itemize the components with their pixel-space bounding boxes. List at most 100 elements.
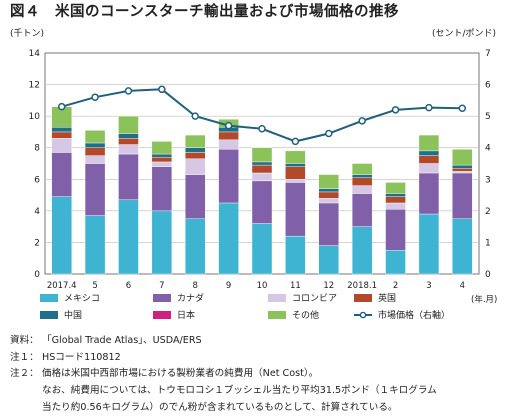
legend-swatch bbox=[40, 294, 58, 302]
x-tick-label: 2 bbox=[393, 281, 398, 291]
legend-swatch bbox=[268, 294, 286, 302]
bar-segment bbox=[251, 147, 273, 163]
bar-segment bbox=[385, 193, 406, 197]
note-source: 資料： 「Global Trade Atlas」、USDA/ERS bbox=[10, 333, 518, 350]
bar-segment bbox=[385, 196, 406, 204]
bar-segment bbox=[185, 147, 206, 153]
price-point bbox=[258, 125, 266, 133]
bar-segment bbox=[118, 138, 139, 145]
legend-swatch bbox=[153, 311, 171, 319]
bar-segment bbox=[218, 139, 239, 150]
bar-segment bbox=[84, 215, 106, 275]
bar-segment bbox=[385, 250, 406, 275]
bar-segment bbox=[84, 130, 106, 144]
bar-segment bbox=[285, 166, 306, 180]
bar-segment bbox=[351, 185, 373, 194]
legend-swatch bbox=[40, 311, 58, 319]
note-2-text-line-3: 当たり約0.56キログラム）のでん粉が含まれているものとして、計算されている。 bbox=[42, 401, 398, 413]
bar-segment bbox=[151, 166, 173, 212]
x-tick-label: 4 bbox=[460, 281, 465, 291]
right-tick-label: 7 bbox=[485, 49, 491, 59]
left-tick-label: 10 bbox=[29, 112, 41, 122]
bar-segment bbox=[84, 142, 106, 148]
bar-segment bbox=[84, 163, 106, 216]
notes-block: 資料： 「Global Trade Atlas」、USDA/ERS 注１： HS… bbox=[10, 333, 518, 417]
bar-segment bbox=[285, 150, 306, 164]
bar-segment bbox=[51, 196, 72, 275]
bar-segment bbox=[285, 163, 306, 167]
left-tick-label: 0 bbox=[34, 270, 40, 280]
bar-segment bbox=[218, 149, 239, 204]
bar-segment bbox=[218, 131, 239, 141]
bar-segment bbox=[185, 218, 206, 275]
legend-label: その他 bbox=[292, 309, 319, 321]
bar-segment bbox=[418, 172, 440, 215]
price-point bbox=[458, 104, 467, 112]
bar-segment bbox=[418, 163, 440, 174]
bar-segment bbox=[452, 171, 473, 174]
note-2: 注２： 価格は米国中西部市場における製粉業者の純費用（Net Cost）。 bbox=[10, 366, 518, 383]
x-tick-label: 2017.4 bbox=[47, 281, 77, 291]
price-point bbox=[325, 129, 333, 138]
bar-segment bbox=[84, 147, 106, 156]
bar-segment bbox=[118, 153, 139, 201]
note-source-label: 資料： bbox=[10, 335, 39, 346]
bar-segment bbox=[285, 182, 306, 237]
figure-title: 図４ 米国のコーンスターチ輸出量および市場価格の推移 bbox=[10, 4, 399, 20]
legend-label: 英国 bbox=[378, 292, 396, 304]
bar-segment bbox=[51, 152, 72, 197]
bar-segment bbox=[452, 149, 473, 166]
legend-line-marker bbox=[359, 311, 367, 319]
left-tick-label: 6 bbox=[34, 175, 40, 185]
bar-segment bbox=[185, 134, 206, 148]
bar-segment bbox=[118, 144, 139, 155]
bar-segment bbox=[118, 115, 139, 134]
bar-segment bbox=[351, 193, 373, 227]
bar-segment bbox=[385, 209, 406, 251]
x-tick-label: 10 bbox=[257, 281, 268, 291]
note-2-text-line-2: なお、純費用については、トウモロコシ１ブッシェル当たり平均31.5ポンド（１キロ… bbox=[42, 385, 437, 397]
x-tick-label: 12 bbox=[323, 281, 334, 291]
bar-segment bbox=[118, 133, 139, 139]
price-point bbox=[391, 106, 400, 114]
legend-label: コロンビア bbox=[292, 293, 337, 304]
bar-segment bbox=[351, 174, 373, 178]
x-tick-label: 5 bbox=[92, 281, 97, 291]
bar-segment bbox=[151, 210, 173, 275]
right-tick-label: 1 bbox=[485, 238, 491, 248]
price-point bbox=[91, 93, 99, 101]
note-2-label: 注２： bbox=[10, 368, 39, 380]
bar-segment bbox=[418, 155, 440, 164]
x-tick-label: 3 bbox=[426, 281, 431, 291]
legend-label: メキシコ bbox=[64, 294, 100, 304]
bar-segment bbox=[251, 164, 273, 174]
bar-segment bbox=[318, 202, 339, 246]
bar-segment bbox=[151, 141, 173, 155]
price-point bbox=[57, 102, 66, 111]
bar-segment bbox=[452, 168, 473, 172]
right-tick-label: 0 bbox=[485, 270, 491, 280]
bar-segment bbox=[151, 156, 173, 163]
left-tick-label: 8 bbox=[34, 144, 40, 154]
legend-label: カナダ bbox=[177, 292, 204, 304]
bar-segment bbox=[51, 131, 72, 139]
price-point bbox=[425, 103, 433, 112]
legend-label: 中国 bbox=[64, 309, 82, 321]
right-tick-label: 5 bbox=[485, 112, 491, 122]
bar-segment bbox=[185, 158, 206, 175]
bar-segment bbox=[251, 161, 273, 166]
note-1-text: HSコード110812 bbox=[42, 351, 121, 363]
right-axis-unit: (セント/ポンド) bbox=[432, 29, 497, 39]
bar-segment bbox=[285, 235, 306, 275]
price-point bbox=[124, 87, 133, 95]
bar-segment bbox=[318, 174, 339, 189]
bar-segment bbox=[318, 188, 339, 193]
bar-segment bbox=[185, 152, 206, 159]
x-axis-unit: (年.月) bbox=[471, 294, 497, 305]
price-point bbox=[358, 117, 366, 125]
bar-segment bbox=[218, 202, 239, 275]
x-tick-label: 6 bbox=[126, 281, 131, 291]
right-tick-label: 6 bbox=[485, 81, 491, 91]
right-tick-label: 2 bbox=[485, 207, 491, 217]
